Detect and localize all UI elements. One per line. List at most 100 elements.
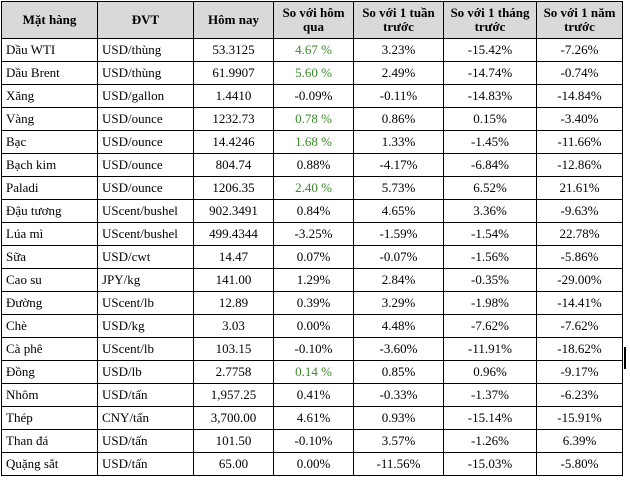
commodity-name-cell: Đồng: [1, 360, 98, 384]
table-row: Cao su JPY/kg 141.00 1.29% 2.84% -0.35% -29.00…: [1, 268, 623, 292]
change-week-cell: -0.11%: [353, 84, 444, 108]
change-week-cell: -4.17%: [353, 153, 444, 177]
change-year-cell: -14.84%: [536, 84, 623, 108]
unit-cell: USD/gallon: [97, 84, 194, 108]
change-week-cell: 5.73%: [353, 176, 444, 200]
change-week-cell: -3.60%: [353, 337, 444, 361]
table-row: Quặng sắt USD/tấn 65.00 0.00% -11.56% -15.03%…: [1, 452, 623, 476]
change-month-cell: -14.83%: [443, 84, 537, 108]
unit-cell: USD/ounce: [97, 130, 194, 154]
table-row: Bạc USD/ounce 14.4246 1.68 % 1.33% -1.45% -11.…: [1, 130, 623, 154]
unit-cell: USD/thùng: [97, 61, 194, 85]
table-row: Bạch kim USD/ounce 804.74 0.88% -4.17% -6.84%…: [1, 153, 623, 177]
unit-cell: UScent/bushel: [97, 222, 194, 246]
change-day-cell: 0.84%: [273, 199, 354, 223]
header-row: Mặt hàng ĐVT Hôm nay So với hôm qua So v…: [1, 1, 623, 39]
commodity-name-cell: Cao su: [1, 268, 98, 292]
change-year-cell: -12.86%: [536, 153, 623, 177]
change-day-cell: 0.00%: [273, 452, 354, 476]
change-week-cell: 4.65%: [353, 199, 444, 223]
commodity-name-cell: Nhôm: [1, 383, 98, 407]
change-month-cell: -1.26%: [443, 429, 537, 453]
change-week-cell: 2.84%: [353, 268, 444, 292]
change-day-cell: 0.00%: [273, 314, 354, 338]
change-day-cell: 1.29%: [273, 268, 354, 292]
table-row: Đậu tương UScent/bushel 902.3491 0.84% 4.65%…: [1, 199, 623, 223]
unit-cell: USD/thùng: [97, 38, 194, 62]
change-month-cell: -15.14%: [443, 406, 537, 430]
table-row: Dầu Brent USD/thùng 61.9907 5.60 % 2.49% -14.…: [1, 61, 623, 85]
change-year-cell: -0.74%: [536, 61, 623, 85]
change-month-cell: -1.45%: [443, 130, 537, 154]
unit-cell: USD/ounce: [97, 176, 194, 200]
change-week-cell: -11.56%: [353, 452, 444, 476]
table-row: Sữa USD/cwt 14.47 0.07% -0.07% -1.56% -5.86%: [1, 245, 623, 269]
change-year-cell: -5.80%: [536, 452, 623, 476]
change-week-cell: 0.86%: [353, 107, 444, 131]
table-body: Dầu WTI USD/thùng 53.3125 4.67 % 3.23% -15.42…: [1, 38, 623, 476]
change-day-cell: 0.78 %: [273, 107, 354, 131]
price-today-cell: 65.00: [193, 452, 274, 476]
table-row: Paladi USD/ounce 1206.35 2.40 % 5.73% 6.52% 21…: [1, 176, 623, 200]
price-today-cell: 53.3125: [193, 38, 274, 62]
change-day-cell: 0.41%: [273, 383, 354, 407]
table-row: Thép CNY/tấn 3,700.00 4.61% 0.93% -15.14% -15.…: [1, 406, 623, 430]
column-header-commodity: Mặt hàng: [1, 1, 98, 39]
commodity-name-cell: Lúa mì: [1, 222, 98, 246]
column-header-vs-yesterday: So với hôm qua: [273, 1, 354, 39]
unit-cell: JPY/kg: [97, 268, 194, 292]
table-row: Xăng USD/gallon 1.4410 -0.09% -0.11% -14.83% -…: [1, 84, 623, 108]
change-week-cell: 3.29%: [353, 291, 444, 315]
table-row: Nhôm USD/tấn 1,957.25 0.41% -0.33% -1.37% -6.2…: [1, 383, 623, 407]
change-month-cell: -7.62%: [443, 314, 537, 338]
commodity-name-cell: Đậu tương: [1, 199, 98, 223]
change-year-cell: -7.26%: [536, 38, 623, 62]
commodity-name-cell: Sữa: [1, 245, 98, 269]
price-today-cell: 1232.73: [193, 107, 274, 131]
change-week-cell: 3.57%: [353, 429, 444, 453]
change-day-cell: 0.39%: [273, 291, 354, 315]
commodity-name-cell: Quặng sắt: [1, 452, 98, 476]
change-day-cell: -3.25%: [273, 222, 354, 246]
table-row: Dầu WTI USD/thùng 53.3125 4.67 % 3.23% -15.42…: [1, 38, 623, 62]
column-header-unit: ĐVT: [97, 1, 194, 39]
commodity-name-cell: Vàng: [1, 107, 98, 131]
table-wrapper: Mặt hàng ĐVT Hôm nay So với hôm qua So v…: [1, 1, 623, 476]
unit-cell: USD/kg: [97, 314, 194, 338]
table-row: Vàng USD/ounce 1232.73 0.78 % 0.86% 0.15% -3.4…: [1, 107, 623, 131]
text-cursor: [624, 347, 626, 369]
change-year-cell: -5.86%: [536, 245, 623, 269]
column-header-vs-month: So với 1 tháng trước: [443, 1, 537, 39]
price-today-cell: 14.47: [193, 245, 274, 269]
change-week-cell: 3.23%: [353, 38, 444, 62]
change-week-cell: -0.07%: [353, 245, 444, 269]
change-day-cell: 2.40 %: [273, 176, 354, 200]
column-header-vs-week: So với 1 tuần trước: [353, 1, 444, 39]
commodity-name-cell: Thép: [1, 406, 98, 430]
price-today-cell: 101.50: [193, 429, 274, 453]
change-year-cell: -29.00%: [536, 268, 623, 292]
commodity-name-cell: Chè: [1, 314, 98, 338]
commodity-name-cell: Đường: [1, 291, 98, 315]
change-day-cell: -0.10%: [273, 337, 354, 361]
price-today-cell: 804.74: [193, 153, 274, 177]
commodity-name-cell: Than đá: [1, 429, 98, 453]
commodity-name-cell: Cà phê: [1, 337, 98, 361]
change-year-cell: -9.63%: [536, 199, 623, 223]
change-year-cell: -7.62%: [536, 314, 623, 338]
change-year-cell: -6.23%: [536, 383, 623, 407]
change-year-cell: 6.39%: [536, 429, 623, 453]
price-today-cell: 103.15: [193, 337, 274, 361]
unit-cell: UScent/bushel: [97, 199, 194, 223]
unit-cell: UScent/lb: [97, 291, 194, 315]
change-day-cell: 0.07%: [273, 245, 354, 269]
commodity-name-cell: Dầu WTI: [1, 38, 98, 62]
change-year-cell: 21.61%: [536, 176, 623, 200]
change-month-cell: 6.52%: [443, 176, 537, 200]
change-day-cell: 5.60 %: [273, 61, 354, 85]
change-week-cell: 2.49%: [353, 61, 444, 85]
change-day-cell: 0.14 %: [273, 360, 354, 384]
price-today-cell: 2.7758: [193, 360, 274, 384]
change-month-cell: -0.35%: [443, 268, 537, 292]
table-row: Than đá USD/tấn 101.50 -0.10% 3.57% -1.26% 6.3…: [1, 429, 623, 453]
